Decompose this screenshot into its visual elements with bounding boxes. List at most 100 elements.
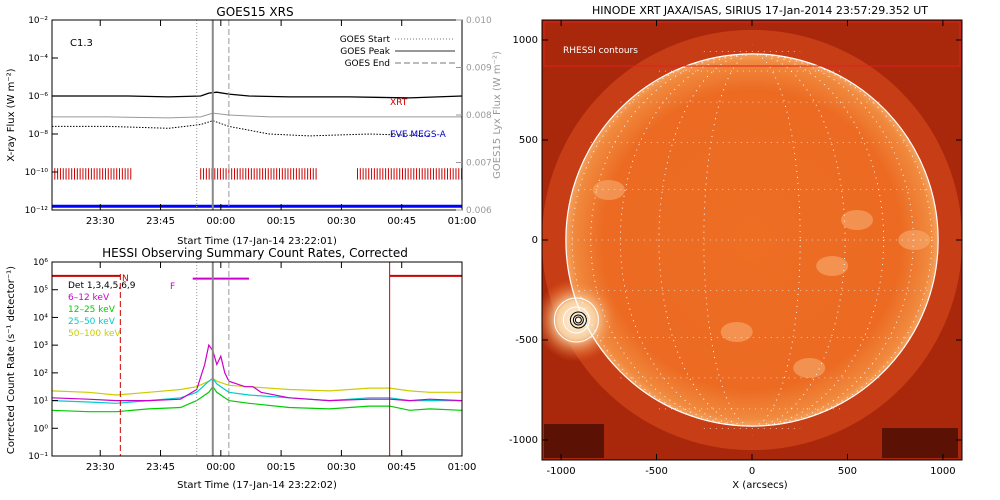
goes-plot-area [51,20,463,210]
goes-xtick-label: 00:15 [267,216,296,227]
hessi-ytick-label: 10² [33,369,48,379]
xrt-axes: -1000 -500 0 500 1000 1000 500 0 -500 -1000 [509,20,962,477]
xrt-solar-limb [565,53,939,427]
hessi-ytick-label: 10¹ [33,397,48,407]
xrt-xtick-label: 1000 [930,466,955,477]
xrt-xtick-label: 0 [749,466,755,477]
goes-ytick-label: 10⁻¹⁰ [25,168,49,178]
xrt-active-region [720,322,753,342]
goes-legend-start: GOES Start [340,35,391,45]
goes-y2tick-label: 0.010 [466,16,492,26]
hessi-ytick-label: 10⁵ [33,286,48,296]
goes-panel: GOES15 XRS C1.3 GOES Start GOES Peak GOE… [6,5,503,247]
xrt-ytick-label: 500 [519,135,538,146]
goes-xtick-label: 00:30 [327,216,356,227]
goes-y2tick-label: 0.006 [466,206,492,216]
xrt-title: HINODE XRT JAXA/ISAS, SIRIUS 17-Jan-2014… [592,4,928,17]
hessi-series-0 [51,343,463,402]
hessi-plot-area [51,262,463,456]
goes-ytick-label: 10⁻⁶ [28,92,48,102]
xrt-grid-longitude [619,53,885,427]
xrt-ytick-label: -1000 [509,435,538,446]
xrt-ytick-label: -500 [515,335,538,346]
hessi-ytick-label: 10³ [33,341,48,351]
goes-xtick-label: 00:00 [206,216,235,227]
goes-title: GOES15 XRS [216,5,293,19]
xrt-xtick-label: 500 [838,466,857,477]
xrt-active-region [816,256,849,276]
goes-series-2 [52,120,430,137]
goes-ylabel: X-ray Flux (W m⁻²) [6,68,17,161]
goes-axes: 23:30 23:45 00:00 00:15 00:30 00:45 01:00 10⁻² 1… [25,16,492,227]
hessi-xtick-label: 23:30 [86,462,115,473]
hessi-xtick-label: 01:00 [448,462,477,473]
rhessi-contour [574,316,582,324]
goes-xtick-label: 01:00 [448,216,477,227]
hessi-frame [51,261,463,457]
hessi-xtick-label: 00:00 [206,462,235,473]
xrt-grid-longitude [658,53,846,427]
goes-y2tick-label: 0.007 [466,159,492,169]
goes-class-label: C1.3 [70,38,93,49]
hessi-ytick-label: 10⁻¹ [28,452,48,462]
hessi-ylabel: Corrected Count Rate (s⁻¹ detector⁻¹) [6,266,17,454]
goes-legend-end: GOES End [345,59,390,69]
hessi-ytick-label: 10⁶ [33,258,48,268]
hessi-ytick-label: 10⁰ [33,424,48,434]
hessi-legend-6-12: 6–12 keV [68,293,110,303]
xrt-xlabel: X (arcsecs) [732,480,788,491]
rhessi-contour [553,297,599,343]
goes-xlabel: Start Time (17-Jan-14 23:22:01) [177,236,337,247]
xrt-ytick-label: 0 [532,235,538,246]
xrt-panel: HINODE XRT JAXA/ISAS, SIRIUS 17-Jan-2014… [509,4,963,491]
goes-ytick-label: 10⁻² [28,16,48,26]
goes-ytick-label: 10⁻⁴ [28,54,48,64]
hessi-title: HESSI Observing Summary Count Rates, Cor… [102,246,408,260]
rhessi-contour [572,314,584,326]
xrt-xtick-label: -1000 [547,466,576,477]
goes-y2tick-label: 0.008 [466,111,492,121]
hessi-xlabel: Start Time (17-Jan-14 23:22:02) [177,480,337,491]
goes-xtick-label: 23:30 [86,216,115,227]
hessi-xtick-label: 00:45 [387,462,416,473]
hessi-ytick-label: 10⁴ [33,313,48,323]
xrt-active-region [793,358,826,378]
hessi-xtick-label: 00:15 [267,462,296,473]
xrt-ytick-label: 1000 [513,35,538,46]
hessi-panel: HESSI Observing Summary Count Rates, Cor… [6,246,476,491]
goes-series-0 [52,91,463,99]
hessi-xtick-label: 23:45 [146,462,175,473]
hessi-legend-det: Det 1,3,4,5,6,9 [68,281,136,291]
goes-series-1 [52,112,462,119]
rhessi-contour [562,306,590,334]
hessi-flag-f: F [170,282,175,292]
hessi-legend-12-25: 12–25 keV [68,305,116,315]
rhessi-contour [569,311,587,329]
xrt-missing-data-block [882,428,958,458]
xrt-grid-longitude [590,53,914,427]
hessi-legend-50-100: 50–100 keV [68,329,121,339]
xrt-flare-glow [542,278,619,362]
goes-y2tick-label: 0.009 [466,64,492,74]
goes-ytick-label: 10⁻⁸ [28,130,48,140]
xrt-active-region [592,180,625,200]
goes-legend-peak: GOES Peak [340,47,390,57]
xrt-image [542,20,962,460]
xrt-missing-data-block [544,424,604,458]
hessi-series-1 [51,385,463,413]
goes-xtick-label: 23:45 [146,216,175,227]
hessi-xtick-label: 00:30 [327,462,356,473]
hessi-axes: 23:30 23:45 00:00 00:15 00:30 00:45 01:00 10⁶ 10… [28,258,476,473]
xrt-xtick-label: -500 [645,466,668,477]
goes-xrt-label: XRT [390,98,408,108]
goes-y2label: GOES15 Lyx Flux (W m⁻²) [492,51,503,179]
xrt-legend-rhessi: RHESSI contours [563,46,638,56]
goes-ytick-label: 10⁻¹² [25,206,49,216]
goes-eve-label: EVE MEGS-A [390,130,447,140]
hessi-flag-n: N [122,274,129,284]
goes-frame [51,19,463,211]
xrt-active-region [841,210,873,230]
hessi-series-3 [51,377,462,396]
hessi-legend-25-50: 25–50 keV [68,317,116,327]
